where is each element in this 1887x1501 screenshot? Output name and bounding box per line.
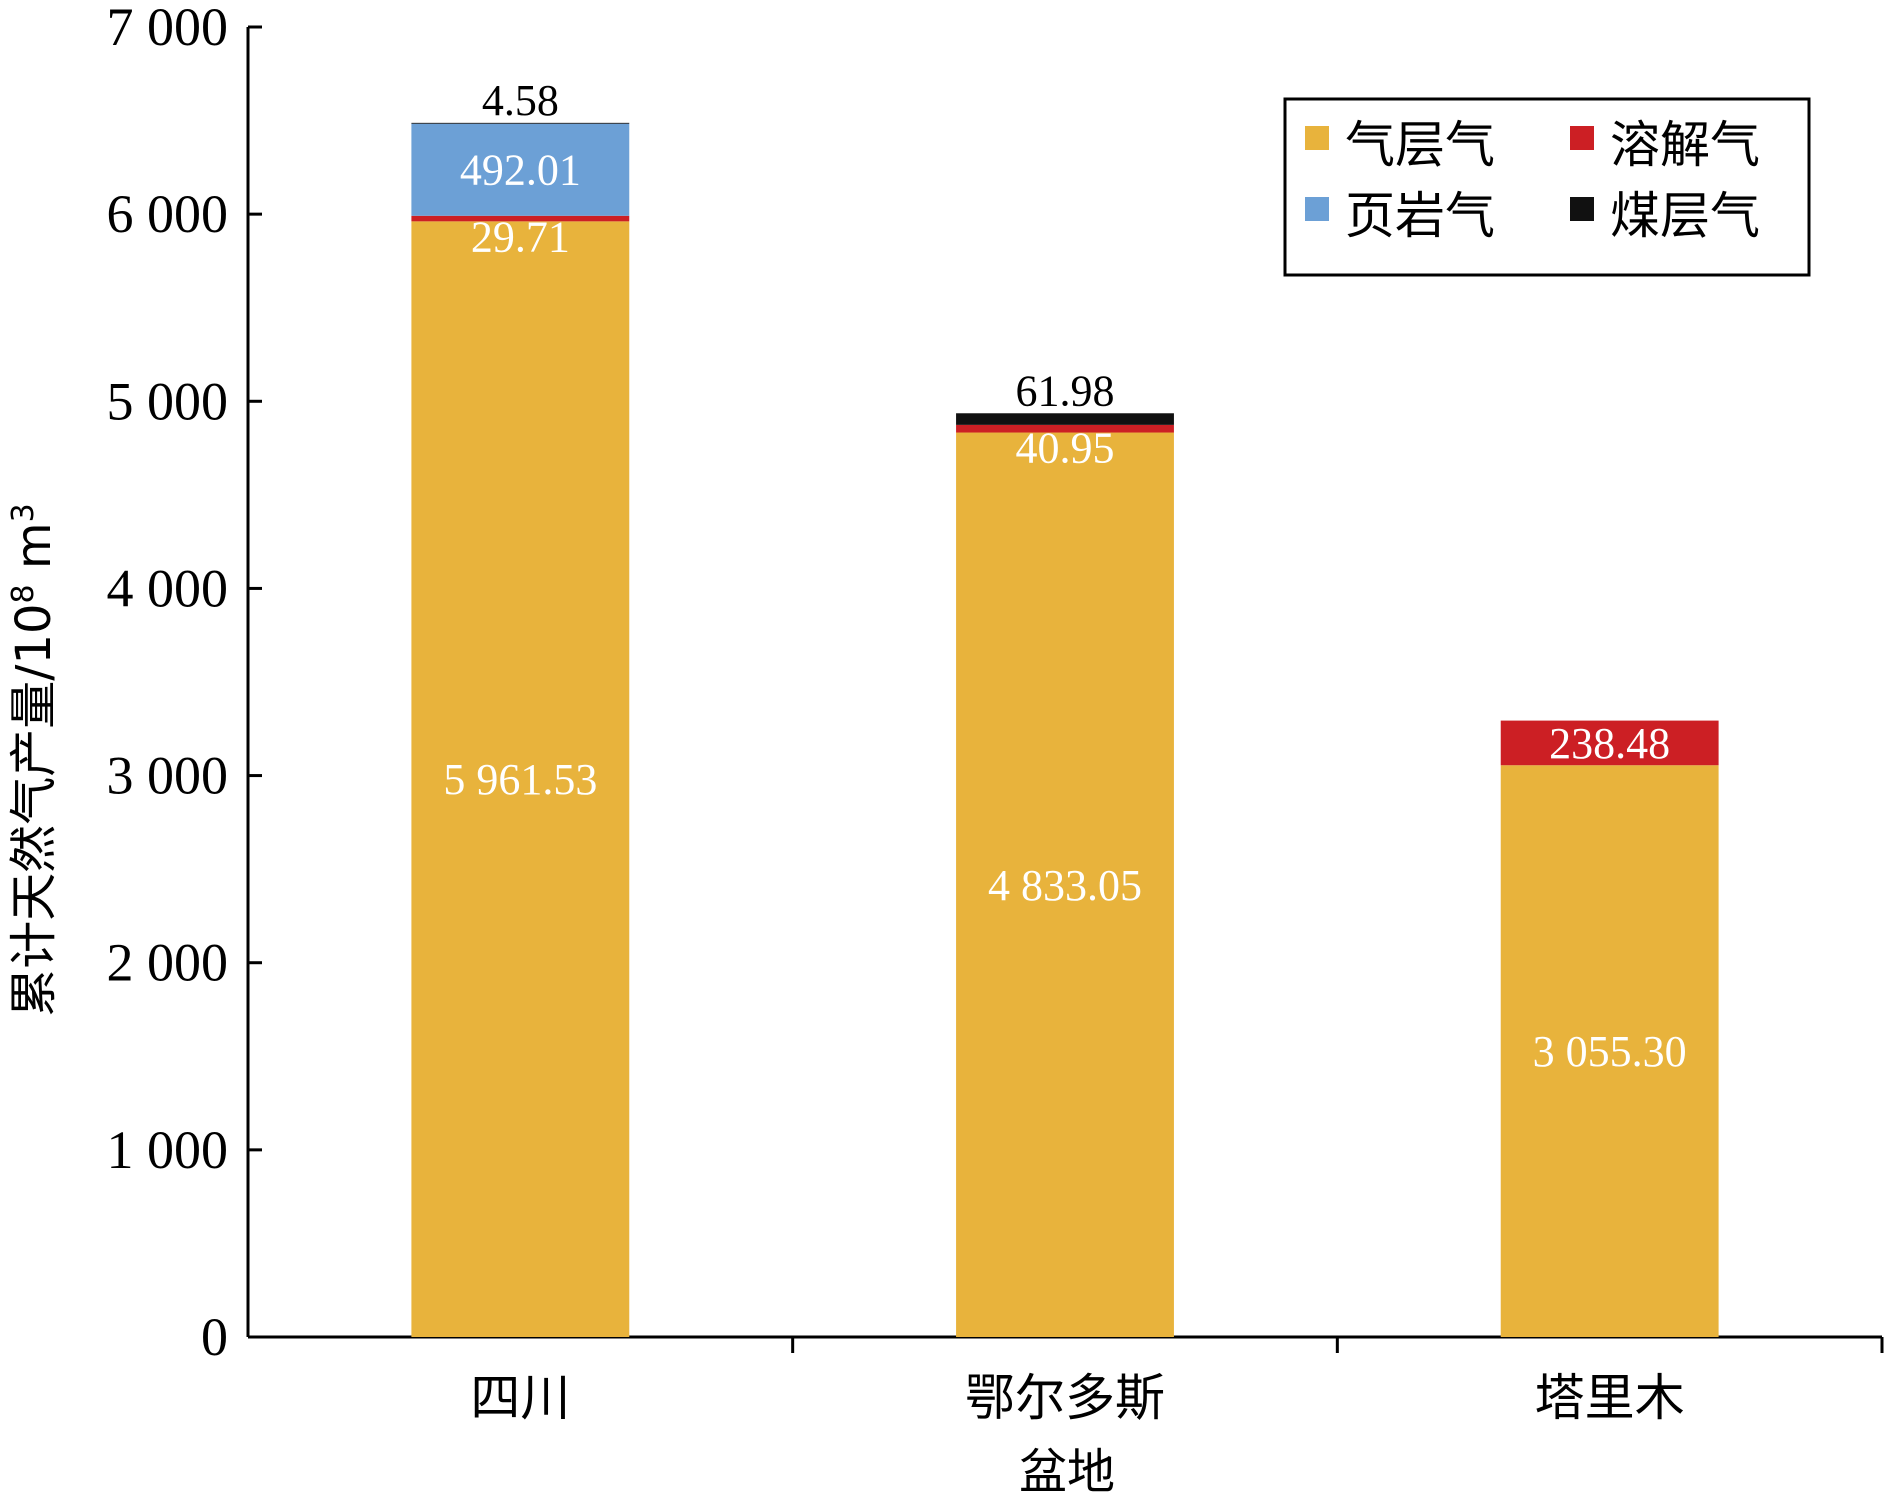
y-tick-label: 0 bbox=[201, 1307, 228, 1367]
y-tick-label: 3 000 bbox=[107, 746, 229, 806]
bars bbox=[411, 122, 1719, 1338]
bar-segment bbox=[956, 413, 1174, 425]
x-axis-title: 盆地 bbox=[1019, 1444, 1115, 1500]
y-tick-label: 4 000 bbox=[107, 558, 229, 618]
data-label: 5 961.53 bbox=[443, 755, 597, 804]
legend-swatch bbox=[1305, 197, 1329, 221]
y-axis: 0 1 000 2 000 3 000 4 000 5 000 6 000 7 000 bbox=[107, 0, 262, 1367]
data-label: 40.95 bbox=[1016, 424, 1115, 473]
x-category-label: 四川 bbox=[470, 1369, 570, 1427]
data-label: 238.48 bbox=[1549, 719, 1670, 768]
bar-segment bbox=[411, 221, 630, 1337]
legend-swatch bbox=[1570, 197, 1594, 221]
y-tick-label: 7 000 bbox=[107, 0, 229, 57]
legend-label: 溶解气 bbox=[1610, 116, 1760, 174]
data-label: 4 833.05 bbox=[988, 861, 1142, 910]
y-tick-label: 6 000 bbox=[107, 184, 229, 244]
data-labels: 5 961.53 29.71 492.01 4.58 4 833.05 40.95 61.9… bbox=[443, 76, 1686, 1076]
y-axis-title-main: 累计天然气产量/10 bbox=[6, 603, 62, 1016]
bar-segment bbox=[956, 424, 1174, 433]
y-tick-label: 2 000 bbox=[107, 933, 229, 993]
data-label: 492.01 bbox=[460, 146, 581, 195]
bar-segment bbox=[1500, 765, 1719, 1337]
data-label: 4.58 bbox=[482, 76, 559, 125]
y-tick-label: 1 000 bbox=[107, 1120, 229, 1180]
legend-label: 页岩气 bbox=[1345, 187, 1495, 245]
legend-swatch bbox=[1570, 126, 1594, 150]
bar-segment bbox=[411, 123, 630, 216]
data-label: 61.98 bbox=[1016, 366, 1115, 415]
x-category-label: 塔里木 bbox=[1535, 1369, 1685, 1427]
x-axis: 四川 鄂尔多斯 塔里木 bbox=[248, 1335, 1884, 1427]
bar-segment bbox=[411, 122, 630, 124]
legend-swatch bbox=[1305, 126, 1329, 150]
legend-label: 煤层气 bbox=[1610, 187, 1760, 245]
y-axis-title-unit-sup: 3 bbox=[6, 503, 41, 522]
bar-segment bbox=[1500, 720, 1719, 766]
y-axis-title-sup: 8 bbox=[6, 584, 41, 603]
legend-box bbox=[1283, 97, 1811, 277]
y-axis-title-unit: m bbox=[6, 522, 62, 584]
data-label: 29.71 bbox=[471, 212, 570, 261]
data-label: 3 055.30 bbox=[1533, 1027, 1687, 1076]
bar-segment bbox=[956, 432, 1174, 1338]
legend-label: 气层气 bbox=[1345, 116, 1495, 174]
x-category-label: 鄂尔多斯 bbox=[965, 1369, 1165, 1427]
y-axis-title: 累计天然气产量/108 m3 bbox=[6, 503, 63, 1016]
y-tick-label: 5 000 bbox=[107, 371, 229, 431]
bar-segment bbox=[411, 215, 630, 222]
